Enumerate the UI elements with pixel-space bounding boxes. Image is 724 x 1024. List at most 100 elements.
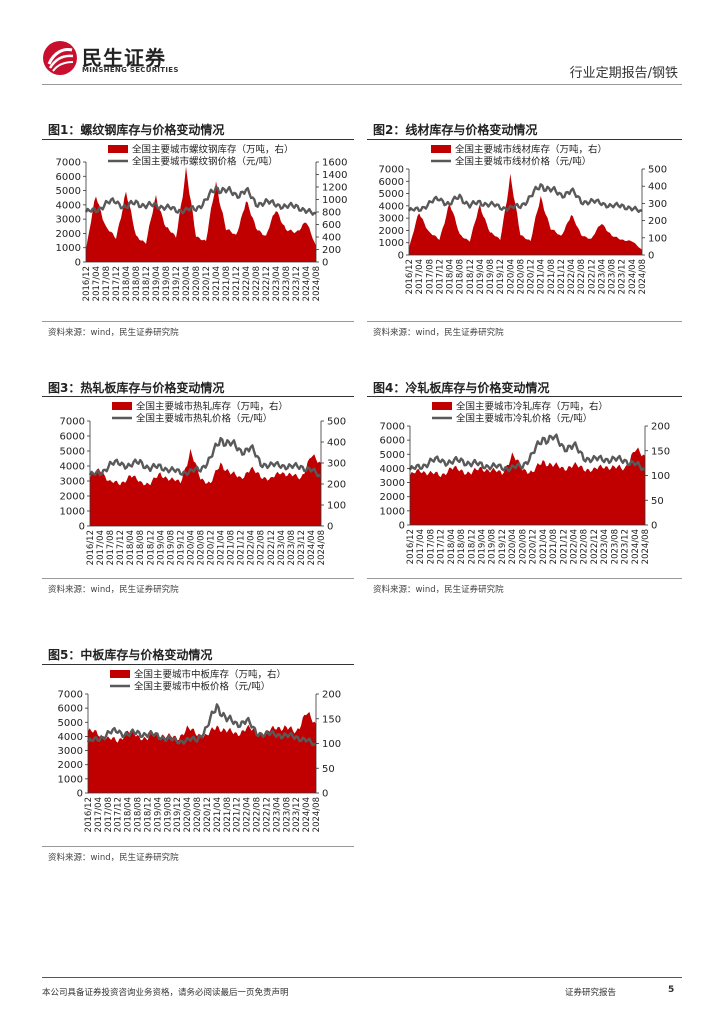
right-tick-label: 100 xyxy=(651,471,670,482)
x-tick-label: 2022/04 xyxy=(247,530,257,565)
x-tick-label: 2017/12 xyxy=(435,259,445,294)
x-tick-label: 2024/08 xyxy=(312,797,322,832)
left-tick-label: 4000 xyxy=(60,462,85,473)
x-tick-label: 2024/08 xyxy=(312,266,322,301)
x-tick-label: 2018/08 xyxy=(457,529,467,564)
legend-inventory-label: 全国主要城市线材库存（万吨，右） xyxy=(455,144,607,156)
x-tick-label: 2022/08 xyxy=(577,259,587,294)
x-tick-label: 2019/12 xyxy=(176,530,186,565)
left-tick-label: 3000 xyxy=(56,215,81,226)
left-tick-label: 1000 xyxy=(58,774,83,785)
right-tick-label: 200 xyxy=(651,422,670,433)
x-tick-label: 2020/08 xyxy=(518,529,528,564)
figure-2-title: 图2：线材库存与价格变动情况 xyxy=(373,123,538,137)
x-tick-label: 2020/08 xyxy=(192,266,202,301)
x-tick-label: 2019/08 xyxy=(166,530,176,565)
right-tick-label: 600 xyxy=(322,220,341,231)
x-tick-label: 2017/08 xyxy=(102,266,112,301)
x-tick-label: 2022/04 xyxy=(567,259,577,294)
left-tick-label: 6000 xyxy=(60,432,85,443)
figure-2-title-rule xyxy=(367,139,682,140)
x-tick-label: 2017/08 xyxy=(426,529,436,564)
x-tick-label: 2018/04 xyxy=(122,266,132,301)
left-tick-label: 3000 xyxy=(60,477,85,488)
x-tick-label: 2023/08 xyxy=(287,530,297,565)
x-tick-label: 2020/04 xyxy=(506,259,516,294)
x-tick-label: 2022/12 xyxy=(587,259,597,294)
x-tick-label: 2020/04 xyxy=(186,530,196,565)
x-tick-label: 2018/04 xyxy=(126,530,136,565)
x-tick-label: 2022/04 xyxy=(243,797,253,832)
x-tick-label: 2021/12 xyxy=(237,530,247,565)
x-tick-label: 2018/04 xyxy=(446,259,456,294)
minsheng-logo-icon xyxy=(43,41,77,75)
right-tick-label: 1200 xyxy=(322,183,347,194)
x-tick-label: 2023/12 xyxy=(292,797,302,832)
x-tick-label: 2017/12 xyxy=(437,529,447,564)
report-type: 行业定期报告/钢铁 xyxy=(569,66,678,81)
left-tick-label: 0 xyxy=(75,258,81,269)
right-tick-label: 1600 xyxy=(322,158,347,169)
left-tick-label: 3000 xyxy=(380,478,405,489)
left-tick-label: 3000 xyxy=(58,746,83,757)
figure-3-title-rule xyxy=(42,396,354,397)
figure-5-source: 资料来源：wind，民生证券研究院 xyxy=(48,853,179,863)
x-tick-label: 2023/12 xyxy=(621,529,631,564)
x-tick-label: 2023/12 xyxy=(292,266,302,301)
legend-price-label: 全国主要城市热轧价格（元/吨） xyxy=(136,413,272,425)
legend-price-label: 全国主要城市冷轧价格（元/吨） xyxy=(456,413,592,425)
x-tick-label: 2021/08 xyxy=(549,529,559,564)
x-tick-label: 2017/08 xyxy=(104,797,114,832)
x-tick-label: 2018/08 xyxy=(134,797,144,832)
legend-price-label: 全国主要城市螺纹钢价格（元/吨） xyxy=(132,156,278,168)
right-tick-label: 500 xyxy=(327,417,346,428)
x-tick-label: 2022/12 xyxy=(590,529,600,564)
x-tick-label: 2023/04 xyxy=(600,529,610,564)
right-tick-label: 200 xyxy=(322,245,341,256)
left-tick-label: 0 xyxy=(398,251,404,262)
x-tick-label: 2024/08 xyxy=(638,259,648,294)
x-tick-label: 2019/12 xyxy=(172,266,182,301)
x-tick-label: 2020/12 xyxy=(529,529,539,564)
x-tick-label: 2021/12 xyxy=(233,797,243,832)
left-tick-label: 2000 xyxy=(56,229,81,240)
x-tick-label: 2019/04 xyxy=(152,266,162,301)
x-tick-label: 2024/04 xyxy=(302,266,312,301)
right-tick-label: 1000 xyxy=(322,195,347,206)
x-tick-label: 2022/08 xyxy=(252,266,262,301)
right-tick-label: 1400 xyxy=(322,170,347,181)
right-tick-label: 200 xyxy=(327,480,346,491)
x-tick-label: 2018/12 xyxy=(466,259,476,294)
x-tick-label: 2018/04 xyxy=(124,797,134,832)
legend-inventory-swatch xyxy=(110,670,130,678)
left-tick-label: 4000 xyxy=(379,201,404,212)
x-tick-label: 2017/04 xyxy=(94,797,104,832)
figure-4-chart: 0 1000 2000 3000 4000 5000 6000 7000 0 50 100 150 20… xyxy=(380,401,671,565)
x-tick-label: 2023/08 xyxy=(282,797,292,832)
footer-divider xyxy=(42,977,682,978)
x-tick-label: 2022/12 xyxy=(262,797,272,832)
x-tick-label: 2019/04 xyxy=(156,530,166,565)
x-tick-label: 2019/12 xyxy=(496,259,506,294)
x-tick-label: 2018/12 xyxy=(142,266,152,301)
footer-report-label: 证券研究报告 xyxy=(565,988,617,998)
figure-5-title: 图5：中板库存与价格变动情况 xyxy=(48,648,213,662)
right-tick-label: 200 xyxy=(322,690,341,701)
x-tick-label: 2017/04 xyxy=(415,259,425,294)
left-tick-label: 7000 xyxy=(56,158,81,169)
x-tick-label: 2024/04 xyxy=(631,529,641,564)
figure-3-title: 图3：热轧板库存与价格变动情况 xyxy=(48,381,225,395)
x-tick-label: 2022/04 xyxy=(242,266,252,301)
right-tick-label: 0 xyxy=(651,521,657,532)
x-tick-label: 2020/12 xyxy=(203,797,213,832)
left-tick-label: 5000 xyxy=(380,450,405,461)
x-tick-label: 2021/12 xyxy=(232,266,242,301)
figure-4-title: 图4：冷轧板库存与价格变动情况 xyxy=(373,381,550,395)
x-tick-label: 2020/08 xyxy=(196,530,206,565)
right-tick-label: 0 xyxy=(648,251,654,262)
right-tick-label: 300 xyxy=(327,459,346,470)
right-tick-label: 0 xyxy=(322,258,328,269)
left-tick-label: 2000 xyxy=(379,226,404,237)
figure-2-source: 资料来源：wind，民生证券研究院 xyxy=(373,328,504,338)
